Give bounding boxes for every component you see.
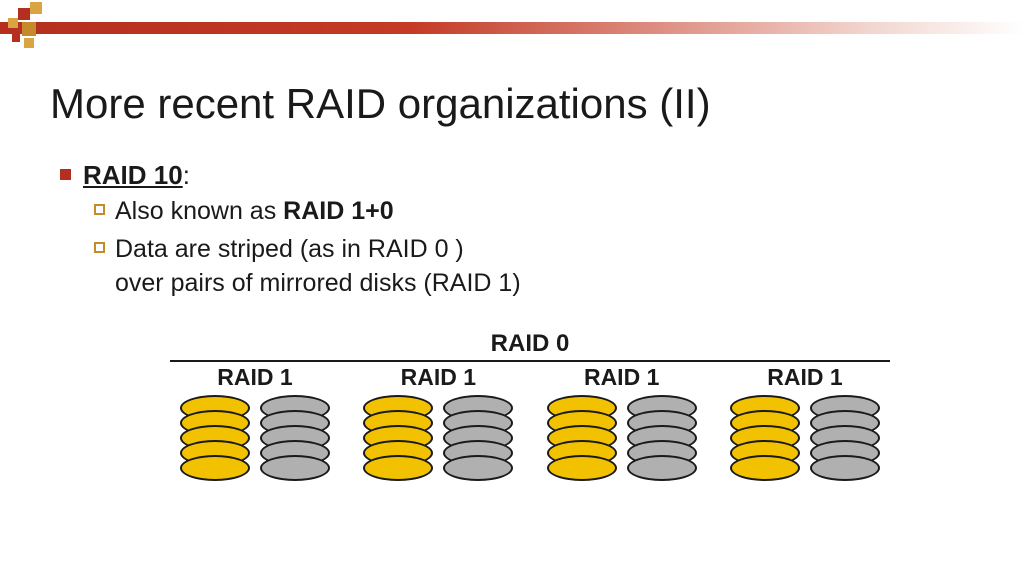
disk-pair <box>353 395 523 481</box>
top-gradient-bar <box>0 22 1024 34</box>
disk-icon <box>443 455 513 481</box>
disk-stack-mirror <box>443 395 513 481</box>
raid10-label: RAID 10 <box>83 160 183 190</box>
decor-square <box>18 8 30 20</box>
disk-pair <box>170 395 340 481</box>
disk-icon <box>180 455 250 481</box>
disk-icon <box>627 455 697 481</box>
l2a-prefix: Also known as <box>115 197 283 225</box>
bullet-l2a-text: Also known as RAID 1+0 <box>115 195 394 229</box>
bullet-l1-text: RAID 10: <box>83 160 190 191</box>
content-area: RAID 10: Also known as RAID 1+0 Data are… <box>60 160 960 304</box>
disk-stack-primary <box>180 395 250 481</box>
disk-stack-primary <box>547 395 617 481</box>
slide: More recent RAID organizations (II) RAID… <box>0 0 1024 576</box>
decor-square <box>12 34 20 42</box>
slide-title: More recent RAID organizations (II) <box>50 80 711 128</box>
disk-stack-mirror <box>627 395 697 481</box>
open-square-bullet-icon <box>94 204 105 215</box>
l2b-line2: over pairs of mirrored disks (RAID 1) <box>115 269 521 297</box>
disk-stack-mirror <box>260 395 330 481</box>
raid1-label: RAID 1 <box>537 364 707 391</box>
bullet-l2b-text: Data are striped (as in RAID 0 ) over pa… <box>115 233 521 301</box>
diagram-top-line <box>170 360 890 362</box>
raid1-label: RAID 1 <box>353 364 523 391</box>
disk-icon <box>547 455 617 481</box>
bullet-level2-a: Also known as RAID 1+0 <box>94 195 960 229</box>
disk-icon <box>260 455 330 481</box>
raid1-group: RAID 1 <box>720 364 890 481</box>
disk-icon <box>730 455 800 481</box>
disk-stack-primary <box>363 395 433 481</box>
raid1-label: RAID 1 <box>170 364 340 391</box>
disk-stack-mirror <box>810 395 880 481</box>
raid1-label: RAID 1 <box>720 364 890 391</box>
decor-square <box>30 2 42 14</box>
colon: : <box>183 160 190 190</box>
raid1-group: RAID 1 <box>537 364 707 481</box>
l2b-line1: Data are striped (as in RAID 0 ) <box>115 235 464 263</box>
square-bullet-icon <box>60 169 71 180</box>
decor-square <box>8 18 18 28</box>
raid-diagram: RAID 0 RAID 1 RAID 1 RAID 1 RAID 1 <box>170 330 890 481</box>
decor-square <box>22 22 36 36</box>
raid1-groups-row: RAID 1 RAID 1 RAID 1 RAID 1 <box>170 364 890 481</box>
disk-stack-primary <box>730 395 800 481</box>
disk-icon <box>363 455 433 481</box>
raid1-group: RAID 1 <box>353 364 523 481</box>
corner-squares-decoration <box>2 2 62 52</box>
raid1-group: RAID 1 <box>170 364 340 481</box>
disk-pair <box>537 395 707 481</box>
decor-square <box>24 38 34 48</box>
disk-icon <box>810 455 880 481</box>
l2a-bold: RAID 1+0 <box>283 197 393 225</box>
raid0-label: RAID 0 <box>170 330 890 358</box>
open-square-bullet-icon <box>94 242 105 253</box>
bullet-level2-b: Data are striped (as in RAID 0 ) over pa… <box>94 233 960 301</box>
bullet-level1: RAID 10: <box>60 160 960 191</box>
disk-pair <box>720 395 890 481</box>
